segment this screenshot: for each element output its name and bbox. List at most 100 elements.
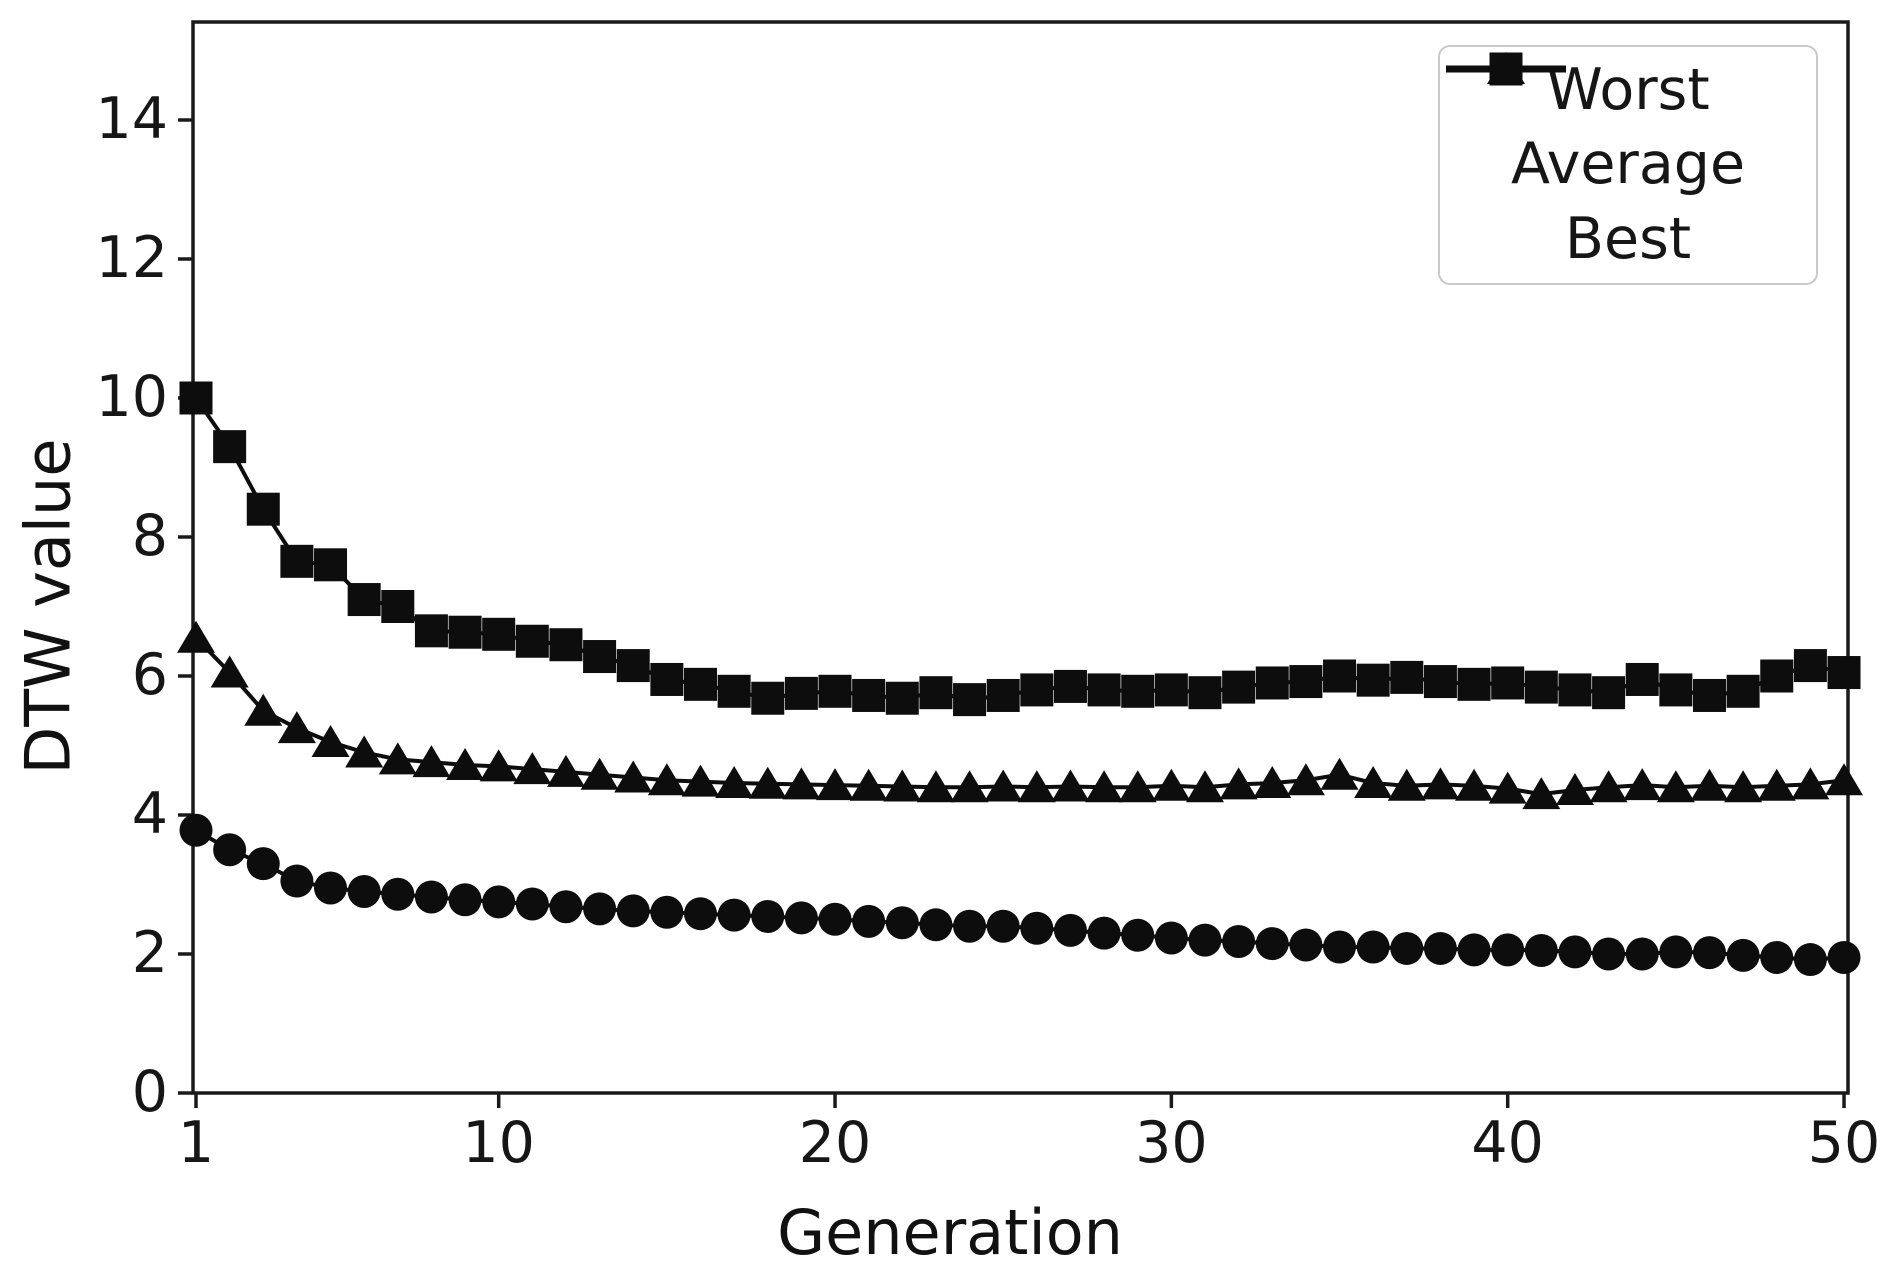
square-marker-icon <box>1188 676 1222 710</box>
triangle-marker-icon <box>614 760 653 793</box>
circle-marker-icon <box>347 874 381 908</box>
circle-marker-icon <box>280 864 314 898</box>
square-marker-icon <box>919 676 953 710</box>
square-marker-icon <box>179 381 213 415</box>
legend-item-average: Average <box>1446 52 1806 200</box>
axis-ticks <box>178 118 1846 1108</box>
legend-label: Average <box>1510 131 1746 198</box>
y-tick-label: 8 <box>131 503 168 569</box>
triangle-marker-icon <box>1017 770 1056 803</box>
square-marker-icon <box>1087 673 1121 707</box>
plot-border <box>191 20 1850 1095</box>
circle-marker-icon <box>1524 934 1558 968</box>
square-marker-icon <box>1222 670 1256 704</box>
triangle-marker-icon <box>513 752 552 785</box>
y-tick-label: 2 <box>131 920 168 986</box>
circle-marker-icon <box>1222 924 1256 958</box>
square-marker-icon <box>314 548 348 582</box>
y-tick-label: 4 <box>131 781 168 847</box>
legend-label: Worst <box>1546 56 1710 123</box>
square-marker-icon <box>1255 666 1289 700</box>
circle-marker-icon <box>549 890 583 924</box>
square-marker-icon <box>1053 669 1087 703</box>
circle-marker-icon <box>1760 940 1794 974</box>
square-marker-icon <box>1793 649 1827 683</box>
legend: Worst Average Best <box>1438 45 1818 285</box>
circle-marker-icon <box>1289 928 1323 962</box>
circle-marker-icon <box>683 897 717 931</box>
square-marker-icon <box>986 678 1020 712</box>
circle-marker-icon <box>1491 933 1525 967</box>
x-tick-label: 40 <box>1471 1110 1544 1176</box>
triangle-marker-icon <box>580 757 619 790</box>
square-marker-icon <box>1726 674 1760 708</box>
square-marker-icon <box>1390 660 1424 694</box>
series-line <box>194 396 1845 702</box>
circle-marker-icon <box>1154 921 1188 955</box>
triangle-marker-icon <box>1387 768 1426 801</box>
circle-marker-icon <box>1423 931 1457 965</box>
square-marker-icon <box>414 614 448 648</box>
square-marker-icon <box>616 649 650 683</box>
square-marker-icon <box>1692 678 1726 712</box>
square-marker-icon <box>1423 665 1457 699</box>
square-marker-icon <box>280 544 314 578</box>
circle-marker-icon <box>1255 927 1289 961</box>
square-marker-icon <box>1625 662 1659 696</box>
square-marker-icon <box>751 681 785 715</box>
triangle-marker-icon <box>950 770 989 803</box>
square-marker-icon <box>1020 673 1054 707</box>
circle-marker-icon <box>482 885 516 919</box>
circle-marker-icon <box>1558 935 1592 969</box>
triangle-marker-icon <box>816 768 855 801</box>
x-tick-label: 1 <box>177 1110 215 1176</box>
triangle-marker-icon <box>1286 763 1325 796</box>
circle-marker-icon <box>1489 52 1523 86</box>
triangle-marker-icon <box>177 620 215 653</box>
circle-marker-icon <box>1323 930 1357 964</box>
triangle-marker-icon <box>345 735 384 768</box>
y-tick-label: 6 <box>131 642 168 708</box>
circle-marker-icon <box>1390 931 1424 965</box>
square-marker-icon <box>583 640 617 674</box>
triangle-marker-icon <box>1455 768 1494 801</box>
triangle-marker-icon <box>782 767 821 800</box>
triangle-marker-icon <box>479 749 518 782</box>
square-marker-icon <box>381 590 415 623</box>
square-marker-icon <box>717 674 751 708</box>
square-marker-icon <box>1323 659 1357 693</box>
square-marker-icon <box>1827 656 1861 690</box>
circle-marker-icon <box>616 894 650 928</box>
triangle-marker-icon <box>1724 770 1763 803</box>
triangle-marker-icon <box>1219 767 1258 800</box>
circle-marker-icon <box>650 895 684 929</box>
circle-marker-icon <box>1087 916 1121 950</box>
triangle-marker-icon <box>1085 770 1124 803</box>
square-marker-icon <box>482 617 516 651</box>
x-tick-label: 10 <box>462 1110 535 1176</box>
triangle-marker-icon <box>1421 767 1460 800</box>
circle-marker-icon <box>1592 937 1626 971</box>
triangle-marker-icon <box>210 655 249 688</box>
square-marker-icon <box>818 674 852 708</box>
square-marker-icon <box>683 667 717 701</box>
y-tick-label: 12 <box>95 225 168 291</box>
circle-marker-icon <box>515 887 549 921</box>
y-tick-label: 0 <box>131 1059 168 1125</box>
circle-marker-icon <box>583 892 617 926</box>
square-marker-icon <box>1524 670 1558 704</box>
x-tick-label: 30 <box>1135 1110 1208 1176</box>
circle-marker-icon <box>448 883 482 917</box>
circle-marker-icon <box>246 847 280 881</box>
triangle-marker-icon <box>546 754 585 787</box>
triangle-marker-icon <box>849 768 888 801</box>
y-tick-label: 14 <box>95 86 168 152</box>
x-axis-title: Generation <box>777 1196 1123 1269</box>
triangle-marker-icon <box>1185 770 1224 803</box>
square-marker-icon <box>1760 659 1794 693</box>
circle-marker-icon <box>1356 930 1390 964</box>
x-tick-label: 20 <box>798 1110 872 1176</box>
square-marker-icon <box>784 676 818 710</box>
square-marker-icon <box>515 624 549 658</box>
